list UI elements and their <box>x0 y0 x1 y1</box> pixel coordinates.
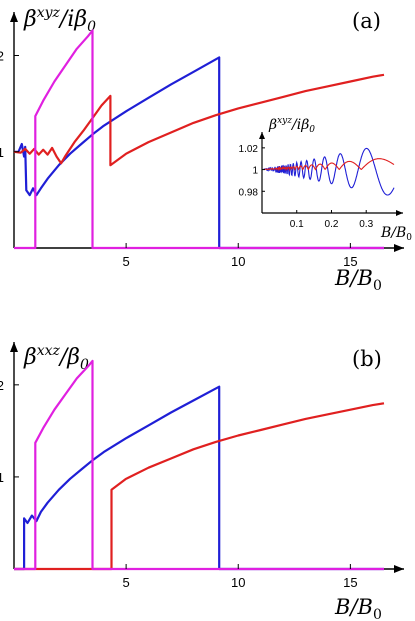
y-tick-label: 1 <box>0 145 4 160</box>
y-tick-label: 1 <box>0 470 4 485</box>
x-tick-label: 10 <box>231 575 245 590</box>
x-tick-label: 15 <box>343 575 357 590</box>
x-axis-arrow <box>394 244 404 252</box>
panel-a-ylabel: βxyz/iβ0 <box>23 5 96 35</box>
red-series-line <box>13 73 385 167</box>
panel-a-ticks: 5 10 15 1 2 <box>0 49 358 270</box>
inset-blue-line <box>263 147 395 196</box>
x-axis-arrow <box>394 565 404 573</box>
panel-b-axes <box>10 342 404 573</box>
panel-b-ticks: 5 10 15 1 2 <box>0 378 358 590</box>
y-tick-label: 2 <box>0 49 4 64</box>
inset-x-tick-label: 0.2 <box>325 219 339 230</box>
inset-red-line <box>263 158 395 172</box>
x-tick-label: 10 <box>231 254 245 269</box>
inset-y-tick-label: 1 <box>252 166 258 177</box>
inset-x-tick-label: 0.1 <box>290 219 304 230</box>
magenta-series-line <box>14 29 384 250</box>
inset-ticks: 0.1 0.2 0.3 0.98 1 1.02 <box>239 144 374 230</box>
inset-series <box>263 147 395 196</box>
x-tick-label: 5 <box>123 575 130 590</box>
red-series-line <box>14 402 385 571</box>
blue-series-line <box>14 385 384 571</box>
x-tick-label: 15 <box>343 254 357 269</box>
inset-axes <box>259 132 403 216</box>
panel-a-xlabel: B/B0 <box>334 266 382 294</box>
inset-y-tick-label: 0.98 <box>239 187 259 198</box>
panel-b: (b) βxxz/β0 B/B0 5 10 15 1 2 <box>0 342 404 621</box>
inset-xlabel: B/B0 <box>380 225 412 243</box>
x-tick-label: 5 <box>123 254 130 269</box>
panel-a: (a) βxyz/iβ0 B/B0 5 10 15 1 2 βxyz/iβ0 B/B0 … <box>0 5 412 294</box>
inset-plot: βxyz/iβ0 B/B0 0.1 0.2 0.3 0.98 1 1.02 <box>239 116 413 243</box>
inset-ylabel: βxyz/iβ0 <box>268 116 315 135</box>
y-tick-label: 2 <box>0 378 4 393</box>
panel-b-ylabel: βxxz/β0 <box>23 343 89 373</box>
inset-y-axis-arrow <box>259 132 265 139</box>
inset-y-tick-label: 1.02 <box>239 144 259 155</box>
magenta-series-line <box>14 359 384 571</box>
inset-x-tick-label: 0.3 <box>359 219 373 230</box>
inset-x-axis-arrow <box>396 210 403 216</box>
panel-b-label: (b) <box>352 347 382 371</box>
panel-a-series <box>13 29 385 250</box>
panel-a-axes <box>10 12 404 252</box>
panel-b-xlabel: B/B0 <box>334 595 382 621</box>
panel-b-series <box>14 359 385 571</box>
y-axis-arrow <box>10 12 18 22</box>
y-axis-arrow <box>10 342 18 352</box>
panel-a-label: (a) <box>352 9 381 33</box>
